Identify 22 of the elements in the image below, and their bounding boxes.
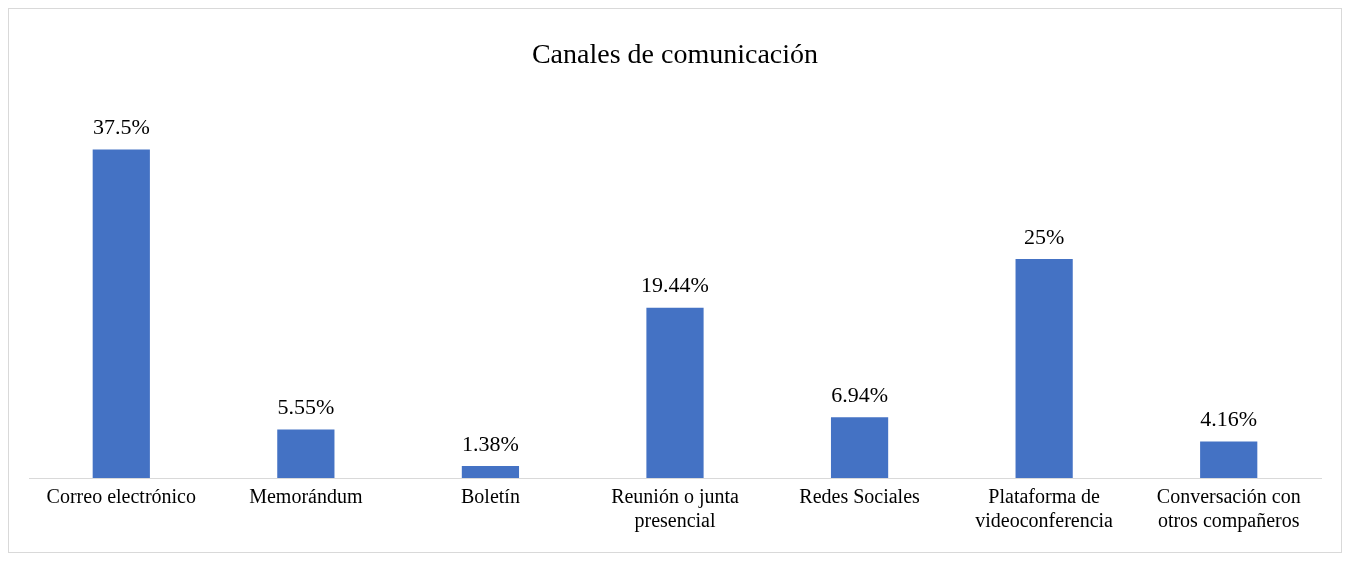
x-tick-label: Conversación con otros compañeros (1156, 485, 1301, 533)
chart-title: Canales de comunicación (531, 38, 819, 70)
bar (92, 149, 150, 478)
data-label: 25% (1023, 223, 1065, 249)
bar (830, 417, 889, 478)
x-tick-label: Boletín (460, 485, 520, 508)
bar (1200, 441, 1258, 478)
data-label: 19.44% (641, 272, 709, 298)
bar (461, 465, 520, 478)
x-tick-label: Memorándum (249, 485, 363, 508)
data-label: 4.16% (1200, 406, 1258, 432)
x-tick-label: Correo electrónico (46, 485, 196, 508)
bar (646, 307, 704, 478)
x-tick-label: Redes Sociales (799, 485, 921, 508)
bar (1015, 259, 1073, 478)
data-label: 1.38% (462, 430, 519, 456)
x-tick-label: Reunión o junta presencial (611, 485, 739, 533)
data-label: 6.94% (831, 381, 888, 407)
data-label: 5.55% (277, 394, 335, 420)
bar (277, 429, 335, 478)
x-tick-label: Plataforma de videoconferencia (975, 485, 1114, 532)
data-label: 37.5% (92, 114, 150, 140)
